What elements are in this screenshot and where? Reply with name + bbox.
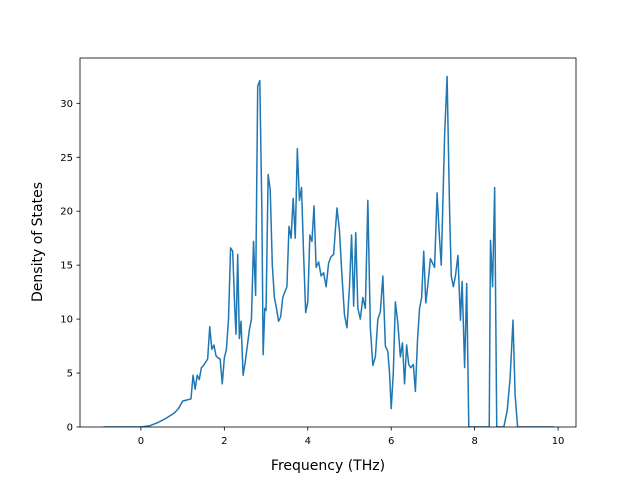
- x-tick-label: 2: [221, 436, 227, 447]
- y-axis-title: Density of States: [30, 182, 46, 302]
- x-tick-label: 6: [388, 436, 394, 447]
- x-tick-label: 4: [305, 436, 311, 447]
- x-tick-label: 0: [138, 436, 144, 447]
- x-axis-title: Frequency (THz): [271, 458, 385, 474]
- y-tick-label: 10: [60, 315, 73, 326]
- x-tick-label: 10: [552, 436, 565, 447]
- y-tick-label: 15: [60, 261, 73, 272]
- y-tick-label: 0: [67, 423, 73, 434]
- line: [103, 75, 554, 427]
- x-tick-label: 8: [471, 436, 477, 447]
- y-tick-label: 5: [67, 369, 73, 380]
- y-tick-label: 20: [60, 207, 73, 218]
- y-tick-label: 30: [60, 99, 73, 110]
- plot-frame: [79, 57, 577, 428]
- y-tick-label: 25: [60, 153, 73, 164]
